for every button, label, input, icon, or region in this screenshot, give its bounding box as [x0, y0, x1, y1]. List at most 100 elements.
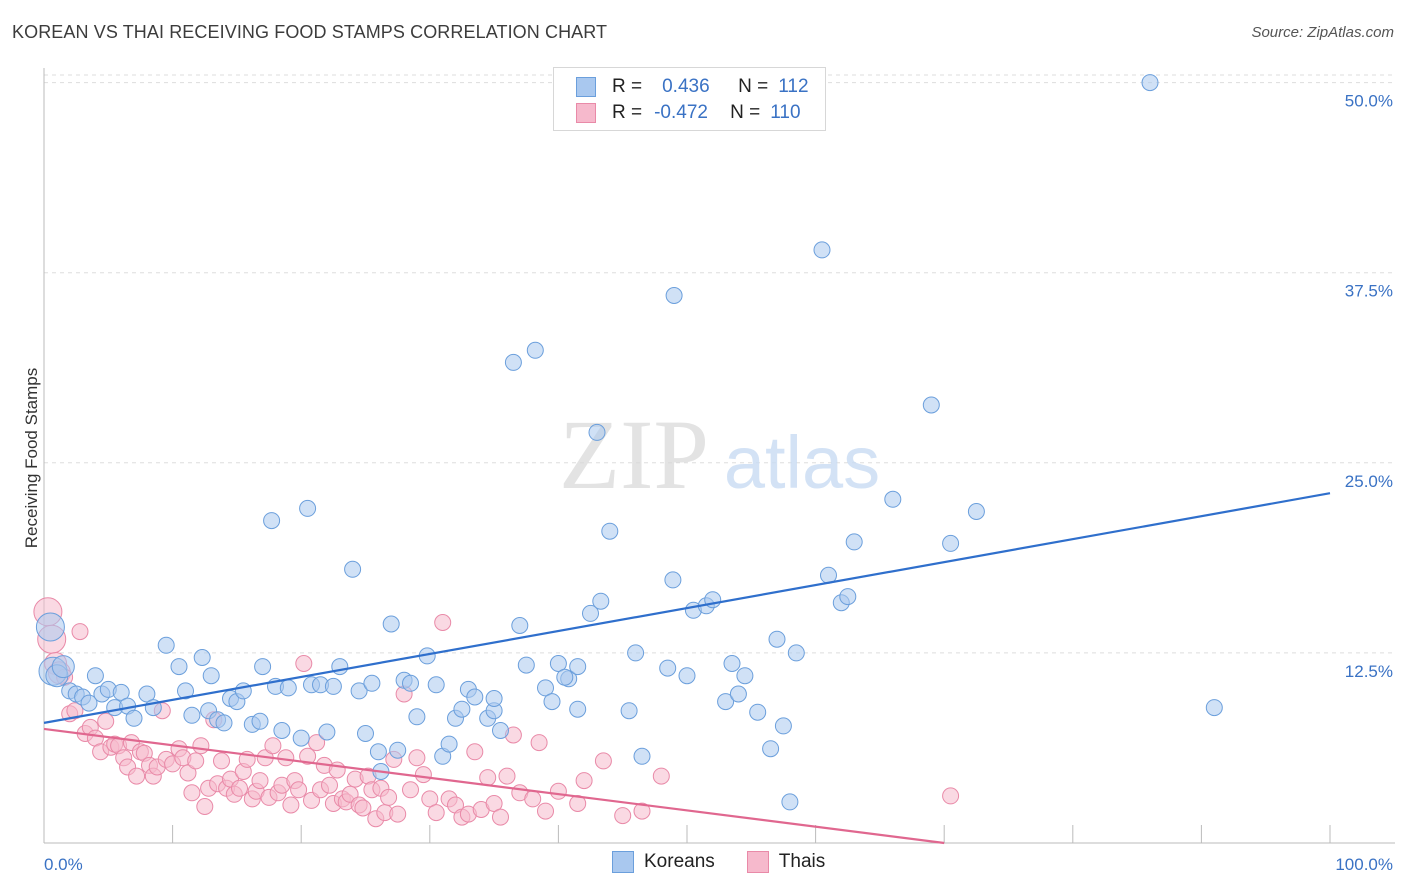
- thais-point: [290, 781, 308, 799]
- tick-labels: 12.5% 25.0% 37.5% 50.0% 0.0% 100.0%: [44, 92, 1393, 874]
- y-tick-label: 50.0%: [1345, 92, 1393, 111]
- thais-point: [427, 804, 445, 822]
- koreans-point: [1141, 74, 1159, 92]
- koreans-point: [324, 677, 342, 695]
- koreans-point: [569, 700, 587, 718]
- koreans-point: [664, 571, 682, 589]
- thais-swatch: [746, 851, 769, 873]
- koreans-point: [254, 658, 272, 676]
- koreans-point: [157, 636, 175, 654]
- thais-point: [421, 790, 439, 808]
- watermark-zip: ZIP: [559, 399, 709, 510]
- koreans-point: [774, 717, 792, 735]
- thais-point: [192, 737, 210, 755]
- thais-point: [402, 781, 419, 799]
- koreans-point: [389, 741, 407, 759]
- thais-point: [231, 779, 248, 797]
- chart-title: KOREAN VS THAI RECEIVING FOOD STAMPS COR…: [12, 22, 608, 42]
- thais-point: [485, 795, 503, 812]
- koreans-point: [569, 658, 587, 676]
- koreans-point: [331, 658, 349, 676]
- legend-row-koreans: R = 0.436 N = 112: [576, 75, 809, 99]
- thais-point: [71, 623, 89, 641]
- koreans-point: [251, 712, 269, 730]
- koreans-point: [369, 743, 387, 761]
- koreans-point: [177, 682, 194, 700]
- thais-point: [389, 805, 407, 823]
- koreans-point: [768, 630, 786, 648]
- thais-point: [614, 807, 632, 825]
- thais-point: [549, 782, 567, 800]
- koreans-point: [51, 655, 75, 679]
- koreans-point: [723, 655, 741, 672]
- legend-row-thais: R = -0.472 N = 110: [576, 101, 801, 125]
- koreans-point: [466, 688, 484, 706]
- y-axis-label: Receiving Food Stamps: [22, 368, 41, 548]
- koreans-point: [202, 667, 220, 685]
- thais-point: [434, 614, 452, 631]
- thais-point: [196, 798, 214, 815]
- thais-point: [282, 796, 300, 814]
- koreans-point: [627, 644, 645, 662]
- thais-point: [66, 702, 84, 720]
- koreans-trend-line: [43, 492, 1331, 724]
- koreans-point: [273, 722, 291, 739]
- koreans-point: [138, 685, 156, 703]
- koreans-swatch: [612, 851, 634, 873]
- koreans-point: [659, 659, 677, 677]
- koreans-point: [601, 522, 619, 540]
- koreans-point: [453, 700, 471, 718]
- thais-point: [479, 769, 497, 787]
- x-tick-label: 100.0%: [1335, 855, 1393, 874]
- thais-point: [594, 752, 612, 770]
- koreans-point: [762, 740, 780, 758]
- thais-point: [295, 655, 313, 672]
- legend-item-thais: Thais: [746, 851, 825, 873]
- koreans-point: [125, 709, 143, 727]
- thais-point: [308, 734, 326, 752]
- n-label: N =: [730, 102, 761, 123]
- koreans-point: [86, 667, 104, 685]
- koreans-point: [408, 708, 426, 726]
- thais-point: [97, 712, 115, 730]
- koreans-point: [299, 499, 317, 517]
- thais-point: [187, 752, 205, 770]
- koreans-point: [215, 714, 233, 732]
- koreans-point: [582, 604, 599, 622]
- watermark-atlas: atlas: [724, 421, 880, 504]
- y-tick-label: 25.0%: [1345, 472, 1393, 491]
- n-value: 110: [770, 102, 801, 123]
- r-value: 0.436: [662, 76, 710, 97]
- koreans-point: [537, 679, 554, 697]
- series-legend: Koreans Thais: [612, 851, 857, 873]
- koreans-point: [967, 503, 985, 520]
- koreans-point: [363, 674, 381, 692]
- n-value: 112: [778, 76, 809, 97]
- koreans-point: [729, 685, 747, 703]
- koreans-point: [678, 667, 696, 685]
- legend-item-koreans: Koreans: [612, 851, 715, 873]
- axes: [43, 68, 1395, 844]
- thais-point: [128, 767, 146, 785]
- koreans-point: [549, 655, 567, 672]
- legend-label: Koreans: [644, 851, 715, 872]
- koreans-point: [526, 341, 544, 359]
- koreans-point: [543, 693, 561, 711]
- koreans-point: [485, 690, 503, 707]
- thais-point: [466, 743, 484, 761]
- koreans-point: [511, 617, 529, 634]
- thais-point: [354, 799, 372, 817]
- koreans-point: [749, 703, 767, 721]
- thais-point: [321, 776, 338, 794]
- koreans-point: [884, 490, 902, 508]
- thais-point: [942, 787, 960, 805]
- koreans-point: [813, 241, 831, 259]
- y-tick-label: 37.5%: [1345, 282, 1393, 301]
- koreans-point: [318, 723, 336, 741]
- thais-point: [299, 747, 317, 765]
- koreans-point: [193, 649, 211, 666]
- thais-point: [492, 808, 509, 826]
- koreans-point: [112, 683, 130, 701]
- r-label: R =: [612, 102, 643, 123]
